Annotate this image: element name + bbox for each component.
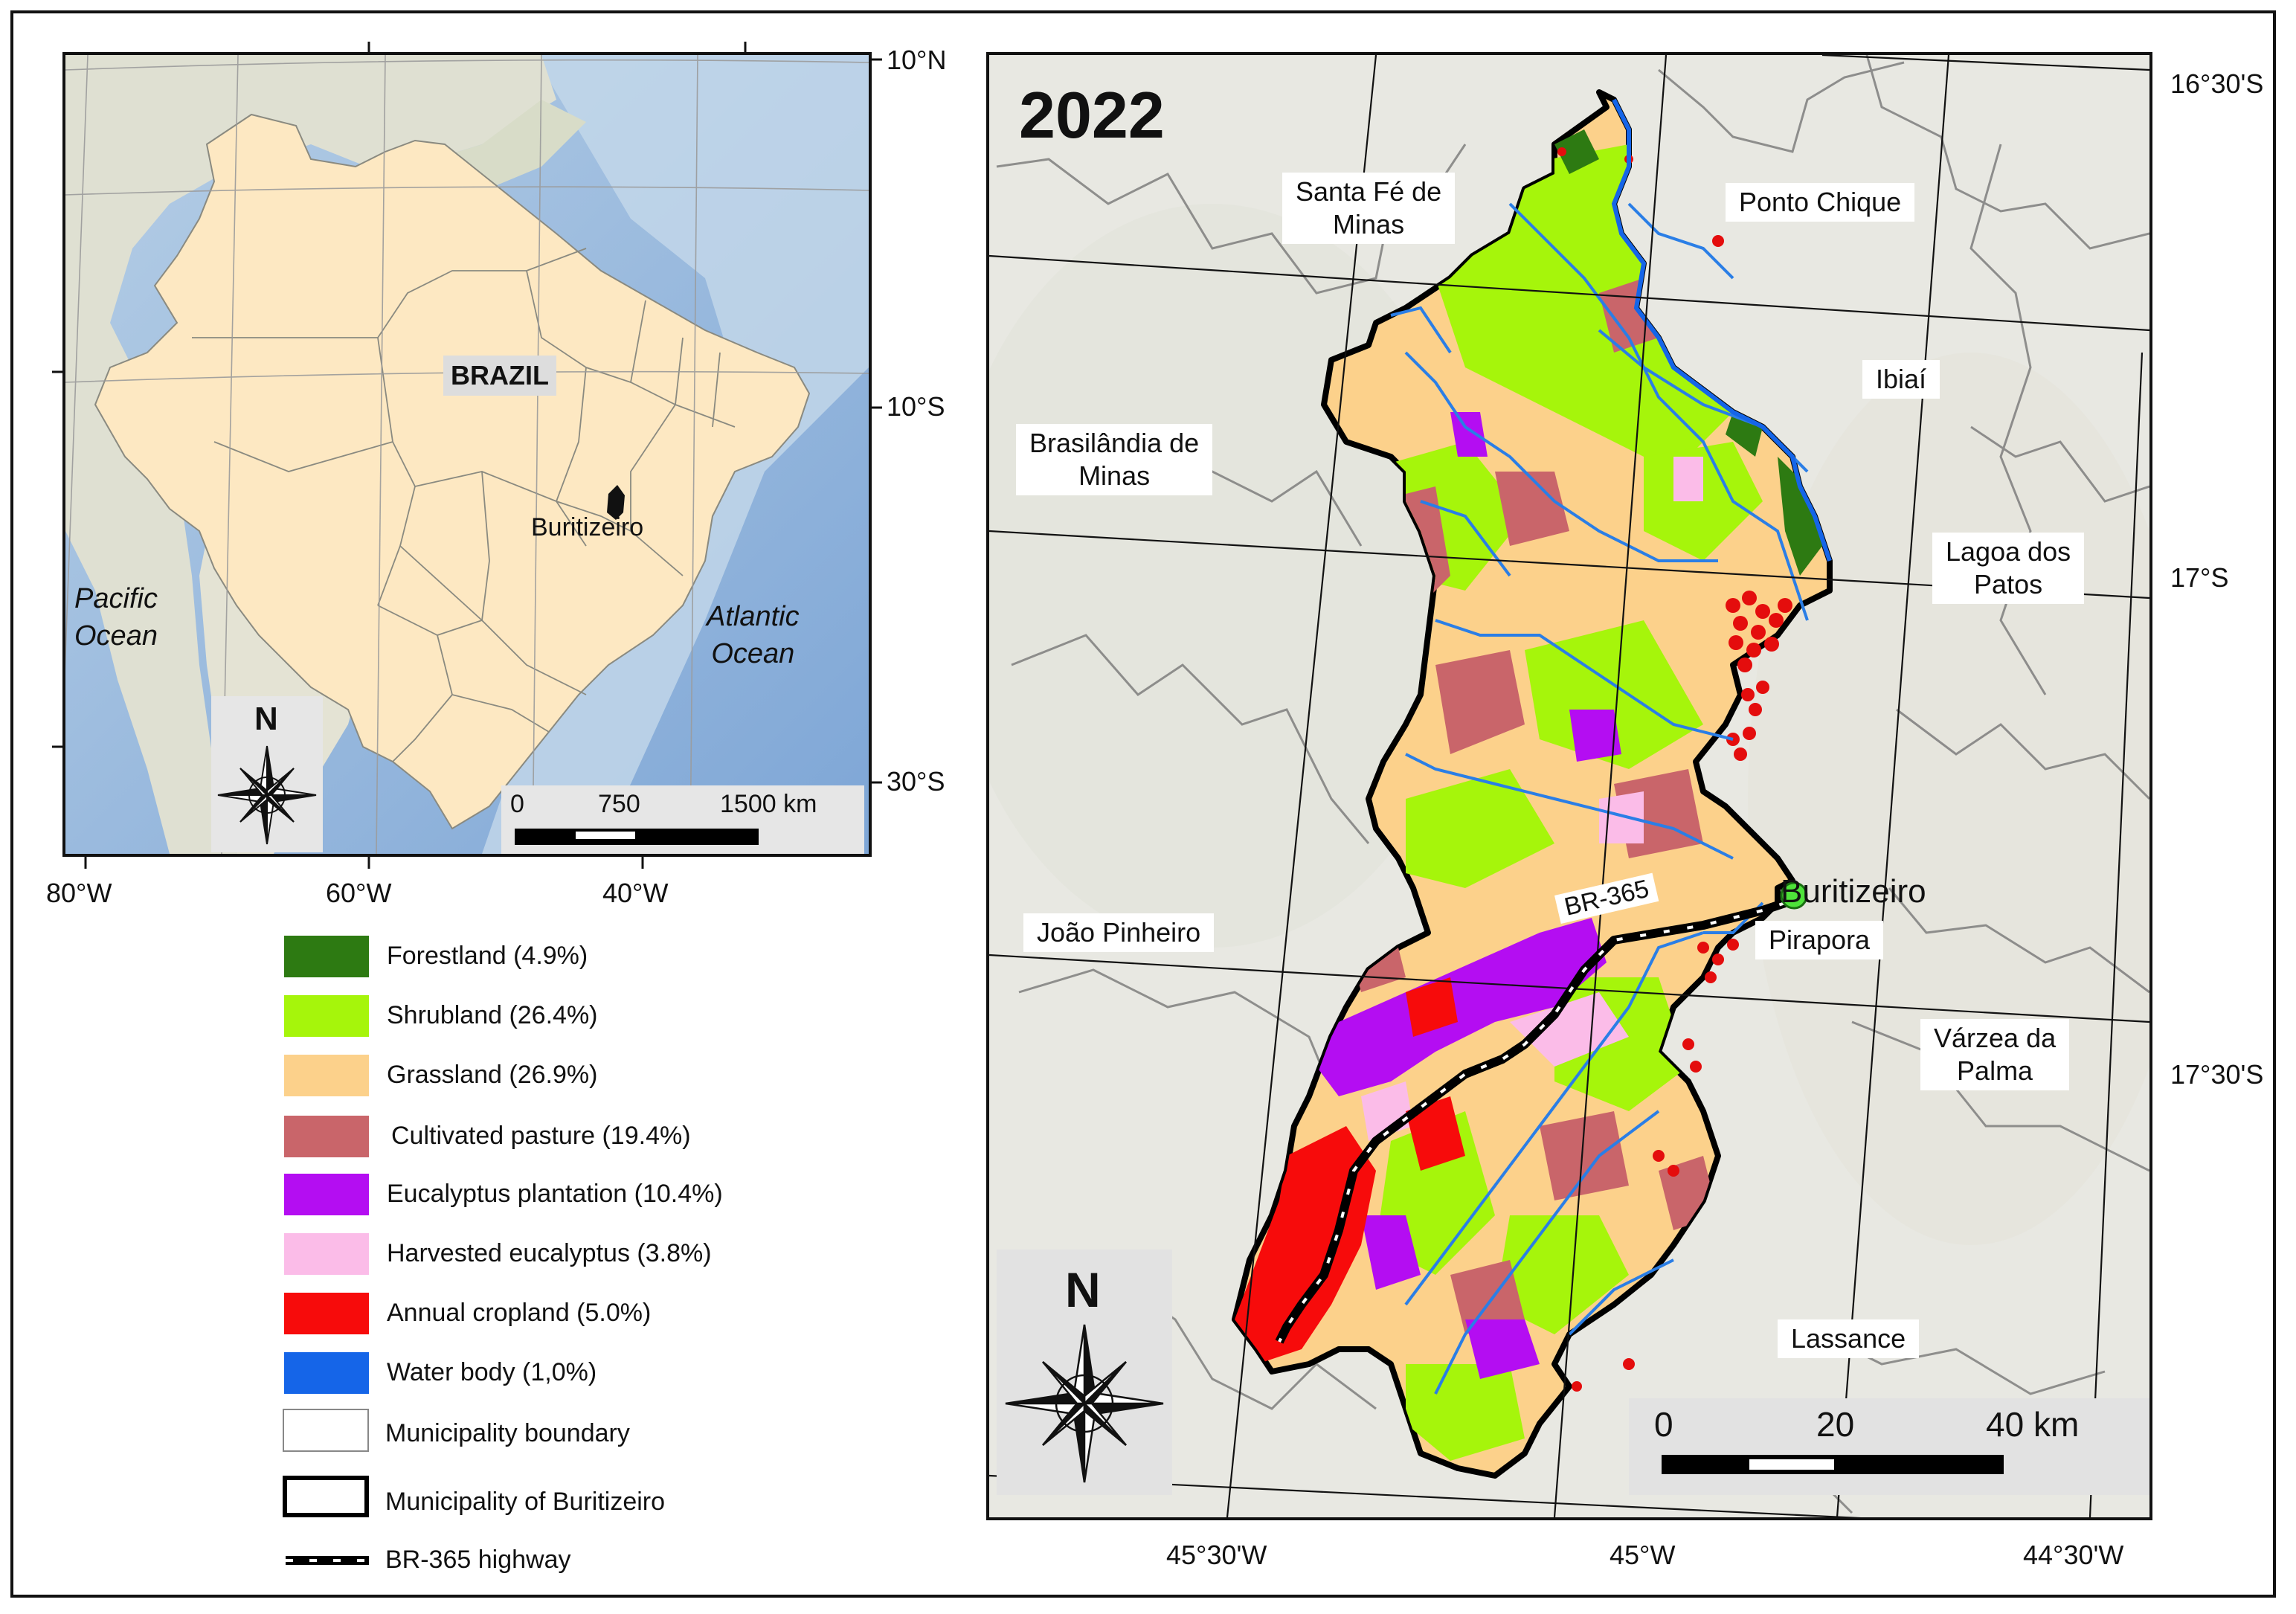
buritizeiro-inset-marker <box>607 485 625 520</box>
legend-item-buritizeiro: Municipality of Buritizeiro <box>283 1476 805 1520</box>
legend-label: Grassland (26.9%) <box>387 1061 598 1089</box>
label-pirapora: Pirapora <box>1755 921 1884 959</box>
label-ponto-chique: Ponto Chique <box>1726 183 1915 222</box>
legend-label: Water body (1,0%) <box>387 1358 597 1386</box>
scale-label-2: 40 km <box>1986 1405 2080 1444</box>
scale-label-1: 20 <box>1816 1405 1855 1444</box>
country-label: BRAZIL <box>443 356 556 396</box>
label-varzea-da-palma: Várzea da Palma <box>1920 1019 2070 1090</box>
inset-lat-10S: 10°S <box>887 391 945 422</box>
legend-label: Shrubland (26.4%) <box>387 1001 598 1029</box>
legend-item-highway: BR-365 highway <box>284 1541 805 1586</box>
legend-label: Cultivated pasture (19.4%) <box>391 1122 691 1150</box>
eucalyptus-zone <box>1316 918 1607 1096</box>
brazil-polygon <box>94 113 811 830</box>
main-lon-45W: 45°W <box>1610 1540 1676 1570</box>
inset-map-graphic <box>65 55 869 854</box>
main-lat-1630S: 16°30'S <box>2170 68 2264 99</box>
highway-symbol <box>286 1556 369 1565</box>
legend-swatch <box>284 1233 369 1275</box>
inset-lat-30S: 30°S <box>887 766 945 797</box>
legend-label: Municipality boundary <box>385 1419 630 1447</box>
label-brasilandia-de-minas: Brasilândia de Minas <box>1016 424 1213 495</box>
legend-item-harvested-eucalyptus: Harvested eucalyptus (3.8%) <box>284 1229 805 1275</box>
legend-item-shrubland: Shrubland (26.4%) <box>284 991 805 1037</box>
main-lon-4530W: 45°30'W <box>1166 1540 1267 1570</box>
label-lagoa-dos-patos: Lagoa dos Patos <box>1932 533 2085 604</box>
atlantic-ocean-label: Atlantic Ocean <box>707 601 800 669</box>
legend-item-eucalyptus-plantation: Eucalyptus plantation (10.4%) <box>284 1169 805 1215</box>
pacific-ocean-label: Pacific Ocean <box>74 583 158 652</box>
legend-label: Annual cropland (5.0%) <box>387 1299 652 1327</box>
figure-frame <box>10 10 2276 1598</box>
scale-label-0: 0 <box>1654 1405 1673 1444</box>
scale-label-1: 750 <box>598 790 640 818</box>
map-year: 2022 <box>1019 78 1165 152</box>
label-santa-fe-de-minas: Santa Fé de Minas <box>1282 173 1456 244</box>
main-lat-17S: 17°S <box>2170 562 2229 593</box>
legend-swatch <box>284 1055 369 1096</box>
inset-lat-10N: 10°N <box>887 45 947 75</box>
legend-swatch <box>284 1352 369 1394</box>
legend-item-municipality-boundary: Municipality boundary <box>283 1409 805 1453</box>
legend-swatch <box>284 1116 369 1157</box>
legend-swatch <box>284 995 369 1037</box>
main-map-graphic <box>989 55 2149 1517</box>
label-joao-pinheiro: João Pinheiro <box>1023 913 1215 952</box>
buritizeiro-city-marker <box>1780 881 1808 910</box>
legend-swatch <box>283 1409 369 1452</box>
main-lon-4430W: 44°30'W <box>2023 1540 2124 1570</box>
legend-swatch <box>283 1476 369 1517</box>
cropland-zone <box>1235 1126 1376 1364</box>
compass-rose-icon <box>1005 1324 1164 1483</box>
inset-scale-bar: 0 750 1500 km <box>501 785 864 854</box>
legend-item-water-body: Water body (1,0%) <box>284 1348 805 1394</box>
label-ibiai: Ibiaí <box>1862 360 1940 399</box>
legend-swatch <box>284 1293 369 1334</box>
legend-label: Eucalyptus plantation (10.4%) <box>387 1180 723 1208</box>
legend-label: Municipality of Buritizeiro <box>385 1488 666 1516</box>
inset-lon-80W: 80°W <box>46 878 112 908</box>
main-lat-1730S: 17°30'S <box>2170 1059 2264 1090</box>
legend-item-forestland: Forestland (4.9%) <box>284 931 805 977</box>
legend-swatch <box>284 936 369 977</box>
legend-item-annual-cropland: Annual cropland (5.0%) <box>284 1288 805 1334</box>
municipality-name-label: Buritizeiro <box>1781 873 1926 910</box>
main-north-arrow: N <box>997 1250 1172 1495</box>
legend-swatch <box>284 1174 369 1215</box>
main-scale-bar: 0 20 40 km <box>1629 1398 2149 1495</box>
legend-label: Harvested eucalyptus (3.8%) <box>387 1239 712 1267</box>
inset-north-arrow: N <box>211 696 323 852</box>
legend-item-cultivated-pasture: Cultivated pasture (19.4%) <box>284 1111 805 1157</box>
inset-lon-60W: 60°W <box>326 878 392 908</box>
inset-municipality-label: Buritizeiro <box>531 513 644 541</box>
inset-lon-40W: 40°W <box>602 878 669 908</box>
north-label: N <box>254 701 278 737</box>
main-map: 2022 Santa Fé de Minas Ponto Chique Ibiaí… <box>986 52 2152 1520</box>
south-america-land <box>65 55 556 854</box>
inset-map: BRAZIL Buritizeiro Pacific Ocean Atlantic… <box>62 52 872 857</box>
scale-label-0: 0 <box>510 790 524 818</box>
legend-label: Forestland (4.9%) <box>387 942 588 970</box>
scale-label-2: 1500 km <box>720 790 817 818</box>
north-label: N <box>1065 1262 1101 1317</box>
label-lassance: Lassance <box>1778 1319 1920 1358</box>
legend-label: BR-365 highway <box>385 1546 571 1574</box>
compass-rose-icon <box>217 745 317 845</box>
legend-item-grassland: Grassland (26.9%) <box>284 1050 805 1096</box>
